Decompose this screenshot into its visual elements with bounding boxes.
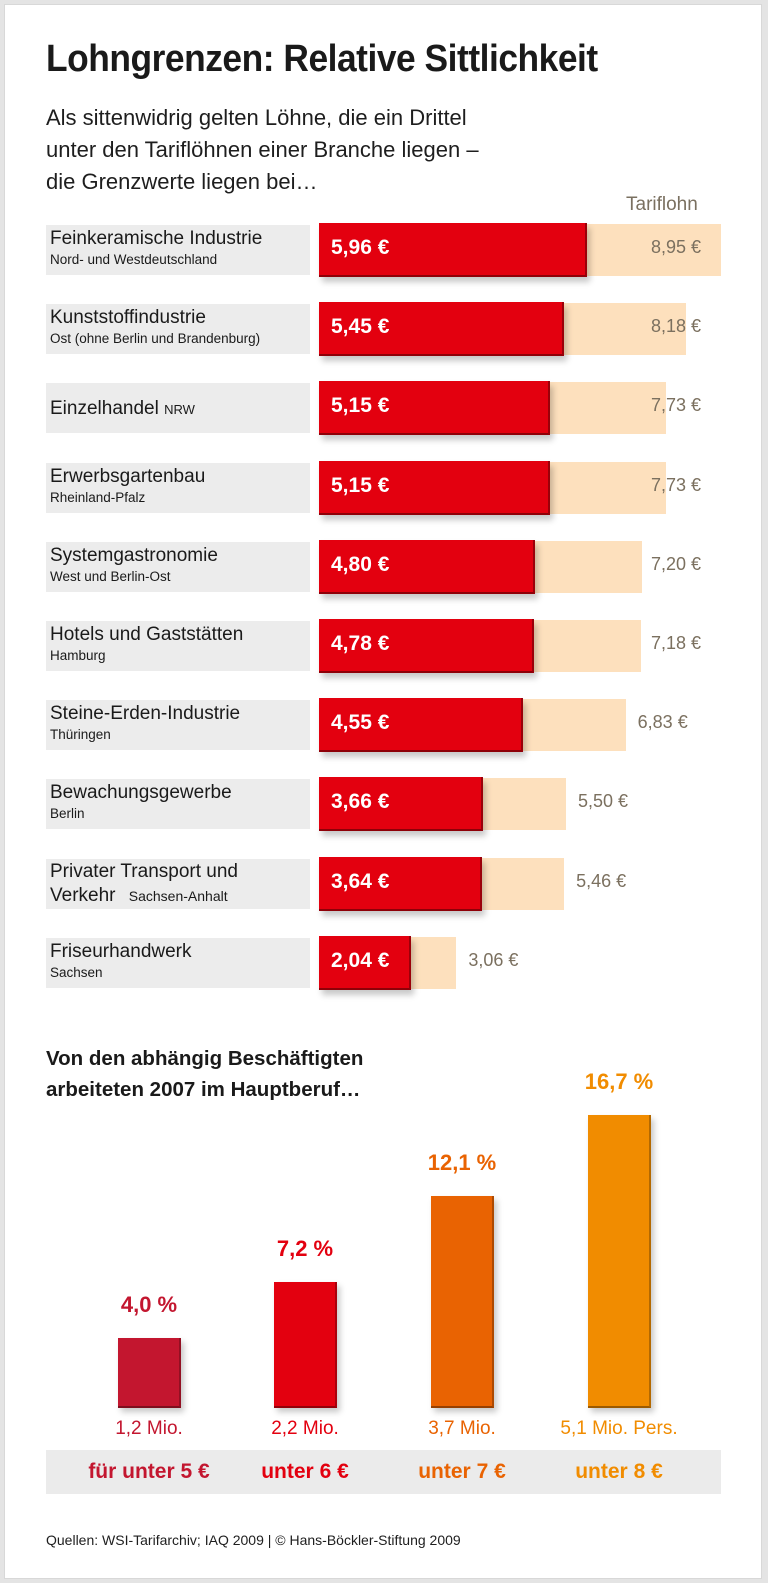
grenzwert-label: 5,15 €: [331, 394, 390, 418]
grenzwert-bar: 4,80 €: [319, 539, 535, 594]
share-percent-label: 7,2 %: [276, 1235, 334, 1261]
branch-label: Privater Transport und Verkehr Sachsen-An…: [46, 858, 310, 909]
branch-name: Einzelhandel NRW: [50, 397, 195, 421]
branch-region: Berlin: [50, 806, 85, 822]
branch-label: Erwerbsgartenbau Rheinland-Pfalz: [46, 462, 310, 513]
wage-category-label: für unter 5 €: [88, 1460, 210, 1483]
grenzwert-bar: 3,66 €: [319, 777, 484, 832]
branch-name: Kunststoffindustrie: [50, 307, 206, 329]
grenzwert-label: 2,04 €: [331, 948, 390, 972]
subtitle: Als sittenwidrig gelten Löhne, die ein D…: [46, 102, 666, 198]
branch-name: Erwerbsgartenbau: [50, 465, 206, 487]
category-strip: [46, 1450, 721, 1494]
subtitle-line: Als sittenwidrig gelten Löhne, die ein D…: [46, 105, 467, 130]
wage-category-label: unter 7 €: [418, 1460, 506, 1483]
grenzwert-bar: 5,15 €: [319, 381, 551, 436]
branch-label: Friseurhandwerk Sachsen: [46, 937, 310, 988]
branch-name: Hotels und Gaststätten: [50, 624, 244, 645]
grenzwert-bar: 3,64 €: [319, 856, 483, 911]
grenzwert-bar: 4,55 €: [319, 698, 524, 753]
branch-name: Steine-Erden-Industrie: [50, 703, 241, 725]
subtitle-line: unter den Tariflöhnen einer Branche lieg…: [46, 137, 479, 162]
branch-name: Friseurhandwerk: [50, 940, 192, 962]
branch-region: Sachsen: [50, 964, 103, 980]
branch-name: Systemgastronomie: [50, 544, 218, 566]
branch-name-text: Verkehr: [50, 884, 121, 906]
section2-title: Von den abhängig Beschäftigten arbeitete…: [46, 1043, 363, 1105]
branch-region: NRW: [164, 402, 195, 418]
grenzwert-label: 4,55 €: [331, 711, 390, 735]
grenzwert-label: 5,45 €: [331, 315, 390, 339]
tariflohn-label: 8,95 €: [651, 237, 702, 257]
tariflohn-label: 7,73 €: [651, 395, 702, 416]
branch-region: Rheinland-Pfalz: [50, 489, 146, 505]
share-bar: [588, 1114, 651, 1408]
tariflohn-label: 5,50 €: [577, 791, 628, 812]
share-bar: [274, 1281, 337, 1408]
subtitle-line: die Grenzwerte liegen bei…: [46, 169, 318, 194]
tariflohn-label: 7,73 €: [651, 474, 702, 495]
wage-category-label: unter 8 €: [575, 1460, 663, 1483]
share-percent-label: 12,1 %: [427, 1149, 497, 1175]
section2-title-line: Von den abhängig Beschäftigten: [46, 1047, 364, 1070]
share-count-label: 5,1 Mio. Pers.: [560, 1418, 678, 1439]
grenzwert-label: 3,64 €: [331, 869, 390, 893]
share-count-label: 2,2 Mio.: [271, 1418, 339, 1439]
share-percent-label: 16,7 %: [584, 1068, 654, 1094]
share-percent-label: 4,0 %: [120, 1291, 178, 1317]
branch-label: Bewachungsgewerbe Berlin: [46, 779, 310, 830]
grenzwert-label: 4,80 €: [331, 552, 390, 576]
grenzwert-bar: 5,15 €: [319, 460, 551, 515]
tariflohn-header: Tariflohn: [626, 194, 698, 215]
tariflohn-label: 3,06 €: [468, 949, 519, 970]
branch-name: Feinkeramische Industrie: [50, 228, 263, 249]
tariflohn-label: 7,18 €: [651, 633, 702, 653]
branch-name-text: Einzelhandel: [50, 398, 165, 420]
branch-label: Hotels und Gaststätten Hamburg: [46, 621, 310, 671]
branch-label: Systemgastronomie West und Berlin-Ost: [46, 541, 310, 592]
branch-label: Kunststoffindustrie Ost (ohne Berlin und …: [46, 304, 310, 355]
section2-title-line: arbeiteten 2007 im Hauptberuf…: [46, 1078, 361, 1101]
branch-region: Hamburg: [50, 648, 106, 663]
tariflohn-label: 7,20 €: [651, 553, 702, 574]
grenzwert-label: 5,15 €: [331, 473, 390, 497]
grenzwert-label: 4,78 €: [331, 632, 390, 655]
share-count-label: 3,7 Mio.: [428, 1418, 496, 1439]
grenzwert-label: 3,66 €: [331, 790, 390, 814]
grenzwert-bar: 2,04 €: [319, 935, 411, 990]
branch-region: Ost (ohne Berlin und Brandenburg): [50, 331, 261, 347]
grenzwert-bar: 5,96 €: [319, 223, 587, 277]
grenzwert-bar: 5,45 €: [319, 302, 564, 357]
source-note: Quellen: WSI-Tarifarchiv; IAQ 2009 | © H…: [46, 1532, 461, 1548]
branch-region: Thüringen: [50, 727, 111, 743]
grenzwert-label: 5,96 €: [331, 236, 390, 259]
branch-region: West und Berlin-Ost: [50, 568, 171, 584]
branch-label: Feinkeramische Industrie Nord- und Westde…: [46, 225, 310, 275]
branch-name: Privater Transport und Verkehr Sachsen-An…: [50, 860, 310, 908]
share-count-label: 1,2 Mio.: [115, 1418, 183, 1439]
tariflohn-label: 8,18 €: [651, 316, 702, 337]
branch-name: Bewachungsgewerbe: [50, 782, 232, 804]
branch-region: Sachsen-Anhalt: [128, 887, 228, 904]
branch-label: Einzelhandel NRW: [46, 383, 310, 434]
share-bar: [118, 1337, 181, 1408]
branch-name-line: Verkehr Sachsen-Anhalt: [50, 884, 310, 908]
tariflohn-label: 6,83 €: [637, 712, 688, 733]
tariflohn-label: 5,46 €: [576, 870, 627, 891]
branch-label: Steine-Erden-Industrie Thüringen: [46, 700, 310, 751]
branch-region: Nord- und Westdeutschland: [50, 252, 218, 267]
page-title: Lohngrenzen: Relative Sittlichkeit: [46, 38, 598, 80]
grenzwert-bar: 4,78 €: [319, 619, 534, 673]
share-bar: [431, 1195, 494, 1408]
branch-name-line: Privater Transport und: [50, 860, 238, 882]
wage-category-label: unter 6 €: [261, 1460, 349, 1483]
